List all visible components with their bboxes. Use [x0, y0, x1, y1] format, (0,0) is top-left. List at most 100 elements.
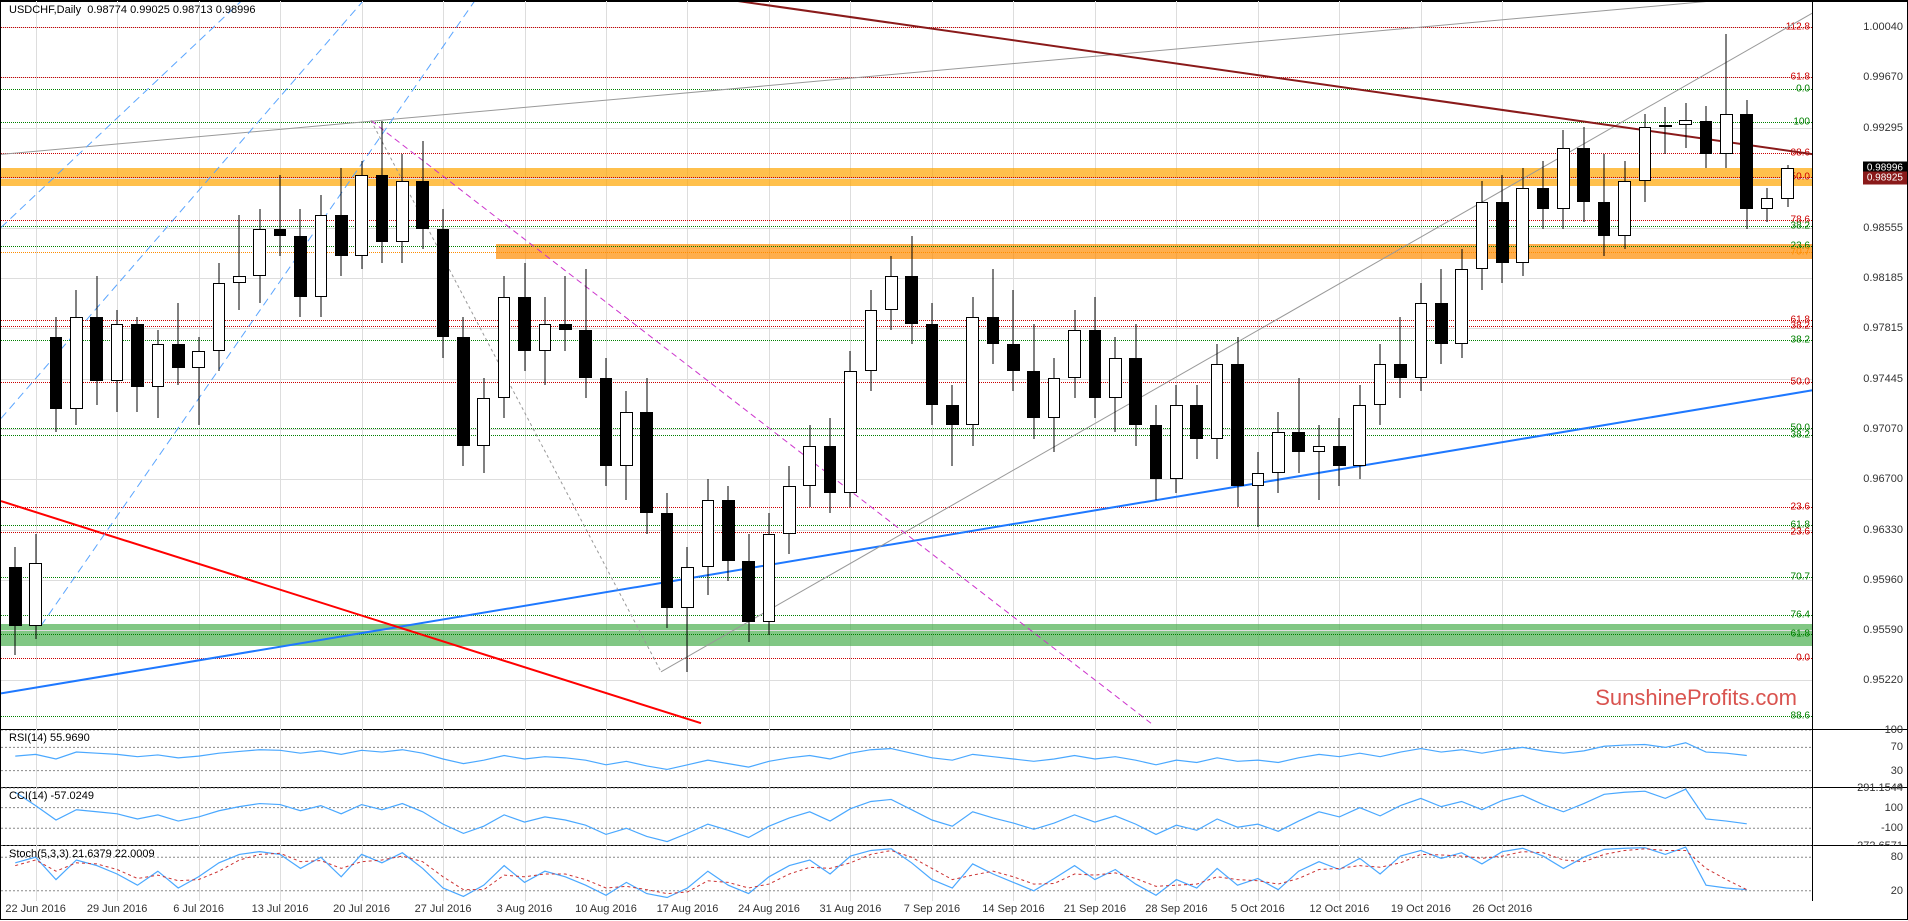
candle[interactable] [1577, 127, 1590, 222]
candle[interactable] [1027, 324, 1040, 439]
candle[interactable] [844, 351, 857, 507]
candle[interactable] [803, 425, 816, 506]
candle[interactable] [437, 209, 450, 358]
candle[interactable] [600, 358, 613, 487]
fib-label: 38.2 [1791, 429, 1810, 440]
candle[interactable] [1353, 385, 1366, 480]
candle[interactable] [1476, 181, 1489, 289]
candle[interactable] [824, 418, 837, 513]
candle[interactable] [1150, 405, 1163, 500]
cci-panel[interactable]: CCI(14) -57.0249 291.1544100-100-272.657… [1, 787, 1907, 845]
candle[interactable] [335, 168, 348, 276]
candle[interactable] [1252, 452, 1265, 526]
candle[interactable] [722, 486, 735, 581]
candle[interactable] [539, 297, 552, 385]
candle[interactable] [1557, 130, 1570, 229]
candle[interactable] [90, 276, 103, 405]
candle[interactable] [1598, 154, 1611, 256]
fib-line [1, 532, 1812, 533]
candle[interactable] [926, 303, 939, 425]
candle[interactable] [1109, 337, 1122, 432]
candle[interactable] [1740, 100, 1753, 229]
candle[interactable] [172, 303, 185, 384]
candle[interactable] [1679, 103, 1692, 148]
candle[interactable] [213, 263, 226, 371]
candle[interactable] [1333, 418, 1346, 486]
candle[interactable] [376, 121, 389, 263]
candle[interactable] [966, 297, 979, 446]
candle[interactable] [1068, 310, 1081, 398]
candle[interactable] [783, 466, 796, 554]
candle[interactable] [416, 141, 429, 249]
candle[interactable] [192, 337, 205, 425]
candle[interactable] [1272, 412, 1285, 493]
candle[interactable] [1129, 324, 1142, 446]
candle[interactable] [1292, 378, 1305, 473]
candle[interactable] [702, 479, 715, 594]
candle[interactable] [1374, 344, 1387, 425]
candle[interactable] [1455, 249, 1468, 357]
fib-line [1, 435, 1812, 436]
candle[interactable] [1089, 297, 1102, 419]
rsi-panel[interactable]: RSI(14) 55.9690 10070300 [1, 729, 1907, 787]
candle[interactable] [396, 154, 409, 262]
grid-h [1, 379, 1812, 380]
candle[interactable] [661, 493, 674, 628]
candle[interactable] [152, 330, 165, 418]
candle[interactable] [1618, 161, 1631, 249]
candle[interactable] [620, 391, 633, 499]
candle[interactable] [1659, 107, 1672, 154]
candle[interactable] [1048, 358, 1061, 453]
candle[interactable] [1190, 385, 1203, 459]
candle[interactable] [274, 175, 287, 256]
candle[interactable] [1720, 34, 1733, 168]
candle[interactable] [559, 276, 572, 350]
candle[interactable] [763, 513, 776, 635]
candle[interactable] [518, 263, 531, 371]
y-tick: 0.98185 [1863, 272, 1903, 284]
candle[interactable] [1170, 385, 1183, 493]
fib-label: 50.0 [1791, 376, 1810, 387]
candle[interactable] [885, 256, 898, 330]
candle[interactable] [457, 317, 470, 466]
candle[interactable] [1761, 188, 1774, 222]
candle[interactable] [50, 317, 63, 432]
candle[interactable] [1435, 269, 1448, 364]
indicator-level: 80 [1891, 851, 1903, 863]
stoch-panel[interactable]: Stoch(5,3,3) 21.6379 22.0009 8020 [1, 845, 1907, 901]
candle[interactable] [1211, 344, 1224, 459]
candle[interactable] [1781, 165, 1794, 207]
price-panel[interactable]: USDCHF,Daily 0.98774 0.99025 0.98713 0.9… [1, 1, 1907, 729]
candle[interactable] [477, 378, 490, 473]
candle[interactable] [946, 385, 959, 466]
chart-container: USDCHF,Daily 0.98774 0.99025 0.98713 0.9… [0, 0, 1908, 920]
candle[interactable] [1496, 175, 1509, 283]
candle[interactable] [640, 378, 653, 534]
candle[interactable] [111, 310, 124, 412]
candle[interactable] [29, 534, 42, 640]
candle[interactable] [987, 269, 1000, 364]
candle[interactable] [1007, 290, 1020, 392]
candle[interactable] [315, 195, 328, 317]
candle[interactable] [865, 290, 878, 392]
candle[interactable] [1516, 168, 1529, 276]
candle[interactable] [1415, 283, 1428, 391]
candle[interactable] [355, 161, 368, 269]
candle[interactable] [498, 276, 511, 418]
candle[interactable] [742, 534, 755, 642]
candle[interactable] [1537, 161, 1550, 229]
candle[interactable] [1639, 114, 1652, 202]
candle[interactable] [253, 209, 266, 304]
candle[interactable] [681, 547, 694, 672]
candle[interactable] [9, 547, 22, 655]
candle[interactable] [233, 215, 246, 310]
candle[interactable] [579, 269, 592, 398]
candle[interactable] [1700, 106, 1713, 168]
candle[interactable] [905, 236, 918, 344]
candle[interactable] [1231, 337, 1244, 506]
candle[interactable] [1313, 425, 1326, 499]
candle[interactable] [294, 209, 307, 317]
candle[interactable] [70, 290, 83, 425]
candle[interactable] [1394, 317, 1407, 398]
candle[interactable] [131, 317, 144, 412]
